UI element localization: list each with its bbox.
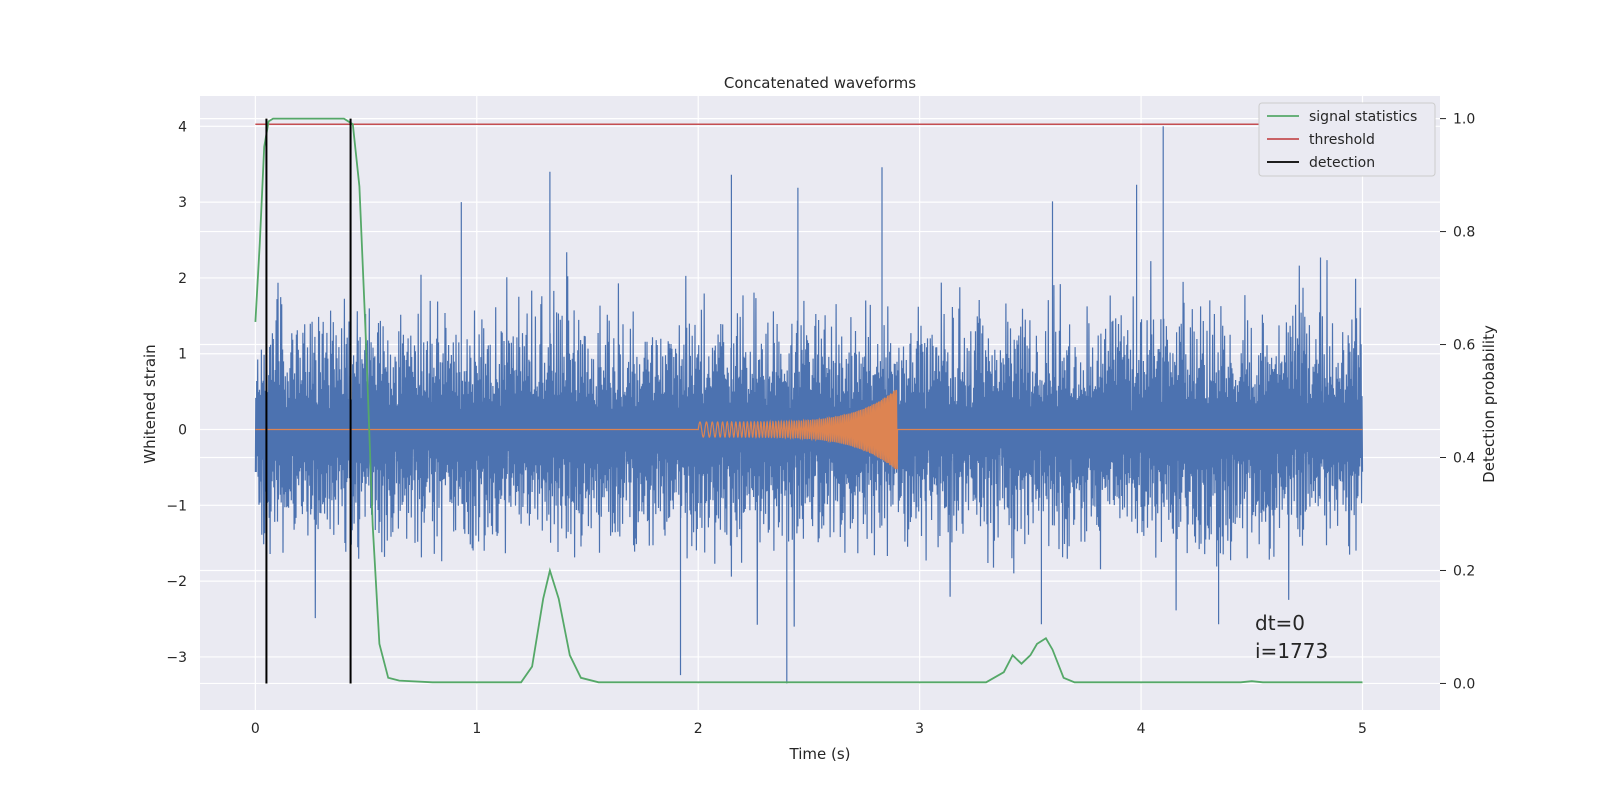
legend-box — [1258, 102, 1436, 177]
y-right-tick-label: 0.8 — [1453, 225, 1475, 241]
x-axis-title: Time (s) — [789, 745, 851, 763]
y-axis-title: Whitened strain — [141, 344, 159, 463]
y-tick-label: 1 — [178, 347, 187, 363]
x-tick-label: 4 — [1137, 721, 1146, 737]
x-tick-label: 2 — [694, 721, 703, 737]
y-tick-label: 3 — [178, 195, 187, 211]
y-right-tick-label: 1.0 — [1453, 112, 1475, 128]
annotation-index: i=1773 — [1255, 639, 1328, 663]
x-tick-label: 0 — [251, 721, 260, 737]
chart-title: Concatenated waveforms — [724, 74, 916, 92]
noise-series-line — [254, 126, 1364, 684]
y-right-tick-label: 0.2 — [1453, 563, 1475, 579]
y-tick-label: −3 — [166, 650, 187, 666]
y-right-axis-title: Detection probability — [1480, 325, 1498, 483]
waveform-series-line — [255, 389, 1363, 470]
detection-lines — [265, 118, 352, 684]
data-layer — [254, 117, 1364, 684]
ticks: 0 1 2 3 4 5 −3 −2 −1 0 1 2 3 4 0.0 0.2 0.4 0.6 0.8 1.0 — [166, 112, 1475, 737]
y-tick-label: 4 — [178, 119, 187, 135]
y-tick-label: −2 — [166, 574, 187, 590]
x-tick-label: 1 — [472, 721, 481, 737]
y-right-tick-label: 0.6 — [1453, 338, 1475, 354]
annotation-dt: dt=0 — [1255, 611, 1305, 635]
y-tick-label: 2 — [178, 271, 187, 287]
legend-label-detection: detection — [1309, 155, 1375, 171]
legend-label-threshold: threshold — [1309, 132, 1375, 148]
y-tick-label: −1 — [166, 498, 187, 514]
y-right-tick-label: 0.4 — [1453, 451, 1475, 467]
x-tick-label: 3 — [915, 721, 924, 737]
x-tick-label: 5 — [1358, 721, 1367, 737]
legend-label-signal-statistics: signal statistics — [1309, 109, 1417, 125]
y-right-tick-label: 0.0 — [1453, 676, 1475, 692]
y-tick-label: 0 — [178, 423, 187, 439]
signal-statistics-series-line — [254, 117, 1363, 684]
legend: signal statistics threshold detection — [1258, 102, 1436, 177]
